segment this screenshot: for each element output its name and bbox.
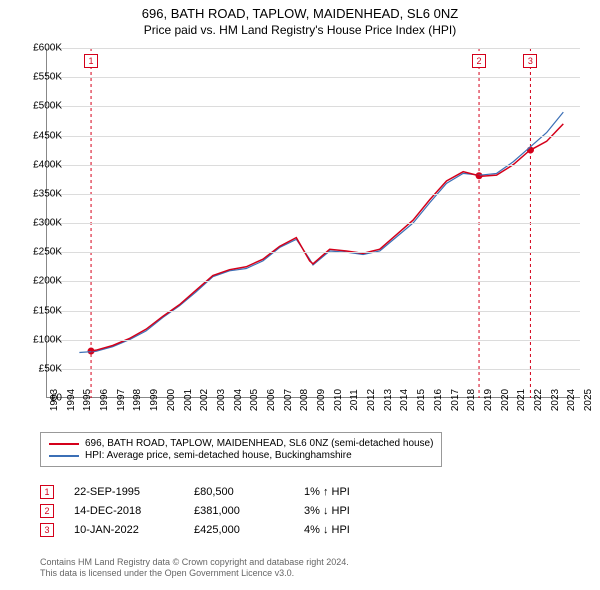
x-tick-label: 2020: [500, 389, 511, 411]
gridline: [46, 340, 580, 341]
gridline: [46, 311, 580, 312]
legend-label: 696, BATH ROAD, TAPLOW, MAIDENHEAD, SL6 …: [85, 438, 433, 449]
info-marker-box: 2: [40, 504, 54, 518]
gridline: [46, 77, 580, 78]
info-date: 10-JAN-2022: [74, 524, 174, 536]
info-hpi: 1% ↑ HPI: [304, 486, 384, 498]
legend-row: 696, BATH ROAD, TAPLOW, MAIDENHEAD, SL6 …: [49, 438, 433, 449]
x-tick-label: 2016: [433, 389, 444, 411]
x-tick-label: 1999: [149, 389, 160, 411]
y-tick-label: £350K: [33, 188, 62, 199]
legend-row: HPI: Average price, semi-detached house,…: [49, 450, 433, 461]
footer: Contains HM Land Registry data © Crown c…: [40, 557, 349, 580]
chart-area: 1 2 3: [46, 48, 580, 398]
marker-box: 2: [472, 54, 486, 68]
y-tick-label: £150K: [33, 305, 62, 316]
x-tick-label: 2022: [533, 389, 544, 411]
x-tick-label: 2009: [316, 389, 327, 411]
gridline: [46, 48, 580, 49]
chart-subtitle: Price paid vs. HM Land Registry's House …: [0, 23, 600, 37]
x-tick-label: 2008: [299, 389, 310, 411]
marker-box: 1: [84, 54, 98, 68]
x-tick-label: 2011: [349, 389, 360, 411]
info-row: 2 14-DEC-2018 £381,000 3% ↓ HPI: [40, 504, 384, 518]
x-tick-label: 2000: [166, 389, 177, 411]
gridline: [46, 136, 580, 137]
info-hpi: 4% ↓ HPI: [304, 524, 384, 536]
gridline: [46, 165, 580, 166]
x-tick-label: 2003: [216, 389, 227, 411]
y-tick-label: £100K: [33, 334, 62, 345]
x-tick-label: 1998: [132, 389, 143, 411]
x-tick-label: 2002: [199, 389, 210, 411]
legend-swatch: [49, 455, 79, 457]
x-tick-label: 1997: [116, 389, 127, 411]
footer-line-1: Contains HM Land Registry data © Crown c…: [40, 557, 349, 569]
info-date: 14-DEC-2018: [74, 505, 174, 517]
info-price: £80,500: [194, 486, 284, 498]
x-tick-label: 2010: [333, 389, 344, 411]
x-tick-label: 2001: [183, 389, 194, 411]
marker-box: 3: [523, 54, 537, 68]
gridline: [46, 106, 580, 107]
legend-swatch: [49, 443, 79, 445]
x-tick-label: 2013: [383, 389, 394, 411]
gridline: [46, 223, 580, 224]
gridline: [46, 252, 580, 253]
x-tick-label: 2012: [366, 389, 377, 411]
x-tick-label: 2018: [466, 389, 477, 411]
x-tick-label: 2024: [566, 389, 577, 411]
gridline: [46, 281, 580, 282]
y-tick-label: £400K: [33, 159, 62, 170]
info-hpi: 3% ↓ HPI: [304, 505, 384, 517]
x-tick-label: 1993: [49, 389, 60, 411]
gridline: [46, 369, 580, 370]
gridline: [46, 194, 580, 195]
y-tick-label: £550K: [33, 72, 62, 83]
footer-line-2: This data is licensed under the Open Gov…: [40, 568, 349, 580]
y-tick-label: £300K: [33, 218, 62, 229]
y-tick-label: £250K: [33, 247, 62, 258]
info-marker-box: 3: [40, 523, 54, 537]
info-table: 1 22-SEP-1995 £80,500 1% ↑ HPI 2 14-DEC-2018 £…: [40, 480, 384, 542]
info-date: 22-SEP-1995: [74, 486, 174, 498]
x-tick-label: 1995: [82, 389, 93, 411]
x-tick-label: 2023: [550, 389, 561, 411]
x-tick-label: 2007: [283, 389, 294, 411]
y-tick-label: £500K: [33, 101, 62, 112]
legend: 696, BATH ROAD, TAPLOW, MAIDENHEAD, SL6 …: [40, 432, 442, 467]
legend-label: HPI: Average price, semi-detached house,…: [85, 450, 352, 461]
y-tick-label: £450K: [33, 130, 62, 141]
x-tick-label: 2021: [516, 389, 527, 411]
y-tick-label: £200K: [33, 276, 62, 287]
x-tick-label: 2004: [233, 389, 244, 411]
x-tick-label: 1994: [66, 389, 77, 411]
y-tick-label: £600K: [33, 43, 62, 54]
info-row: 1 22-SEP-1995 £80,500 1% ↑ HPI: [40, 485, 384, 499]
info-price: £381,000: [194, 505, 284, 517]
x-tick-label: 2005: [249, 389, 260, 411]
chart-title: 696, BATH ROAD, TAPLOW, MAIDENHEAD, SL6 …: [0, 6, 600, 21]
x-tick-label: 2015: [416, 389, 427, 411]
x-tick-label: 1996: [99, 389, 110, 411]
x-tick-label: 2017: [450, 389, 461, 411]
y-tick-label: £50K: [39, 363, 62, 374]
x-tick-label: 2019: [483, 389, 494, 411]
x-tick-label: 2006: [266, 389, 277, 411]
x-tick-label: 2014: [399, 389, 410, 411]
info-row: 3 10-JAN-2022 £425,000 4% ↓ HPI: [40, 523, 384, 537]
info-price: £425,000: [194, 524, 284, 536]
info-marker-box: 1: [40, 485, 54, 499]
x-tick-label: 2025: [583, 389, 594, 411]
